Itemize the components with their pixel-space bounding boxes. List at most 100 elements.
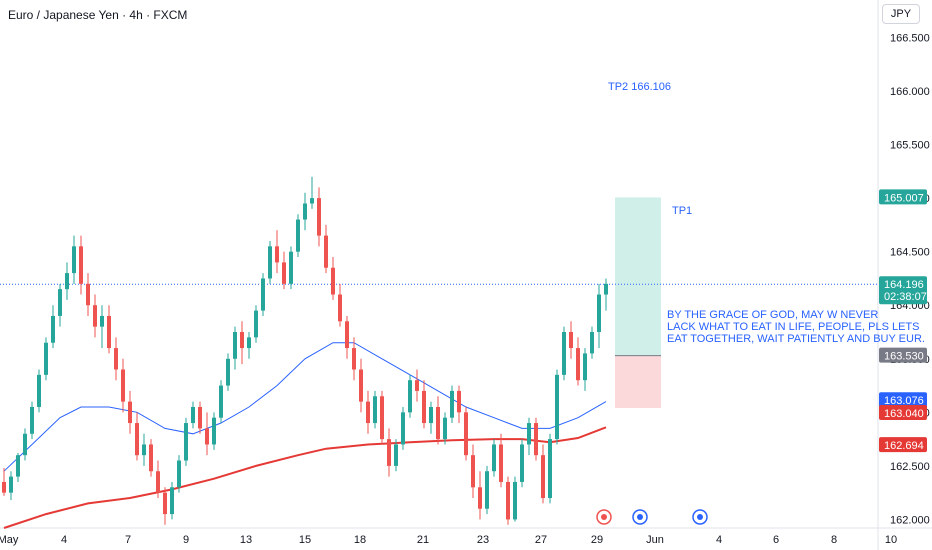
candle-body [415, 380, 419, 391]
candle-body [114, 348, 118, 370]
candle-body [380, 396, 384, 440]
price-tag-label: 163.530 [884, 351, 924, 363]
y-tick-label: 166.500 [890, 32, 930, 44]
candle-body [310, 198, 314, 204]
candle-body [191, 406, 195, 424]
candle-body [107, 315, 111, 349]
candle-body [65, 273, 69, 290]
price-tag-label: 165.007 [884, 192, 924, 204]
slow-moving-average-line [3, 426, 607, 529]
event-marker-dot [637, 514, 643, 520]
note-text-line: EAT TOGETHER, WAIT PATIENTLY AND BUY EUR… [667, 333, 925, 345]
candle-body [394, 444, 398, 466]
x-tick-label: 23 [477, 534, 489, 546]
countdown-label: 02:38:07 [884, 291, 927, 303]
candle-body [149, 444, 153, 472]
x-tick-label: Jun [646, 534, 664, 546]
event-marker-dot [601, 514, 607, 520]
x-tick-label: 13 [240, 534, 252, 546]
x-tick-label: 27 [535, 534, 547, 546]
x-tick-label: 10 [885, 534, 897, 546]
price-tag [879, 437, 927, 453]
x-tick-label: 15 [299, 534, 311, 546]
candle-body [443, 417, 447, 440]
candle-body [163, 492, 167, 515]
current-price-tag [879, 276, 927, 305]
price-tag [879, 189, 927, 205]
chart-title: Euro / Japanese Yen · 4h · FXCM [8, 8, 188, 22]
candle-body [604, 283, 608, 295]
tp1-label: TP1 [672, 205, 692, 217]
price-tag [879, 392, 927, 408]
candle-body [527, 423, 531, 445]
candle-body [205, 428, 209, 445]
y-tick-label: 162.500 [890, 461, 930, 473]
x-tick-label: May [0, 534, 19, 546]
candle-body [408, 380, 412, 413]
x-tick-label: 6 [773, 534, 779, 546]
candle-body [184, 423, 188, 461]
price-tag-label: 163.076 [884, 395, 924, 407]
x-tick-label: 29 [591, 534, 603, 546]
candle-body [303, 203, 307, 220]
price-tag-label: 163.040 [884, 408, 924, 420]
candle-body [562, 332, 566, 375]
candle-body [142, 444, 146, 456]
candle-body [79, 246, 83, 284]
candle-body [254, 310, 258, 338]
stop-loss-zone [615, 355, 661, 409]
candle-body [282, 262, 286, 284]
candle-body [555, 374, 559, 440]
candle-body [576, 348, 580, 381]
candle-body [506, 481, 510, 520]
candle-body [387, 439, 391, 466]
candle-body [212, 417, 216, 445]
currency-button[interactable]: JPY [882, 4, 920, 24]
tp2-label: TP2 166.106 [608, 81, 671, 93]
candle-body [44, 342, 48, 375]
candle-body [331, 267, 335, 295]
x-tick-label: 7 [125, 534, 131, 546]
candle-body [492, 444, 496, 472]
candle-body [296, 219, 300, 252]
fast-moving-average-line [3, 342, 607, 472]
candle-body [597, 294, 601, 333]
candle-body [457, 390, 461, 413]
candle-body [352, 348, 356, 370]
candle-body [2, 481, 6, 493]
candle-body [170, 487, 174, 515]
candle-body [478, 487, 482, 509]
x-tick-label: 9 [183, 534, 189, 546]
candle-body [177, 460, 181, 488]
candle-body [156, 471, 160, 493]
candle-body [240, 332, 244, 349]
candle-body [429, 406, 433, 424]
candle-body [590, 332, 594, 354]
candle-body [289, 251, 293, 284]
candle-body [541, 455, 545, 499]
candle-body [128, 401, 132, 424]
candle-body [436, 406, 440, 440]
candle-body [30, 406, 34, 434]
candle-body [16, 455, 20, 477]
candle-body [373, 396, 377, 424]
candle-body [338, 294, 342, 322]
candle-body [513, 481, 517, 520]
x-tick-label: 4 [61, 534, 67, 546]
candle-body [464, 412, 468, 456]
candle-body [23, 433, 27, 456]
candle-body [198, 406, 202, 429]
candle-body [520, 444, 524, 482]
note-text-line: BY THE GRACE OF GOD, MAY W NEVER [667, 309, 878, 321]
current-price-tag-label: 164.196 [884, 279, 924, 291]
candle-body [499, 444, 503, 482]
candle-body [93, 305, 97, 327]
candle-body [219, 385, 223, 418]
note-text-line: LACK WHAT TO EAT IN LIFE, PEOPLE, PLS LE… [667, 321, 919, 333]
candle-body [317, 198, 321, 236]
candle-body [261, 278, 265, 311]
candle-body [583, 353, 587, 381]
candle-body [471, 455, 475, 488]
